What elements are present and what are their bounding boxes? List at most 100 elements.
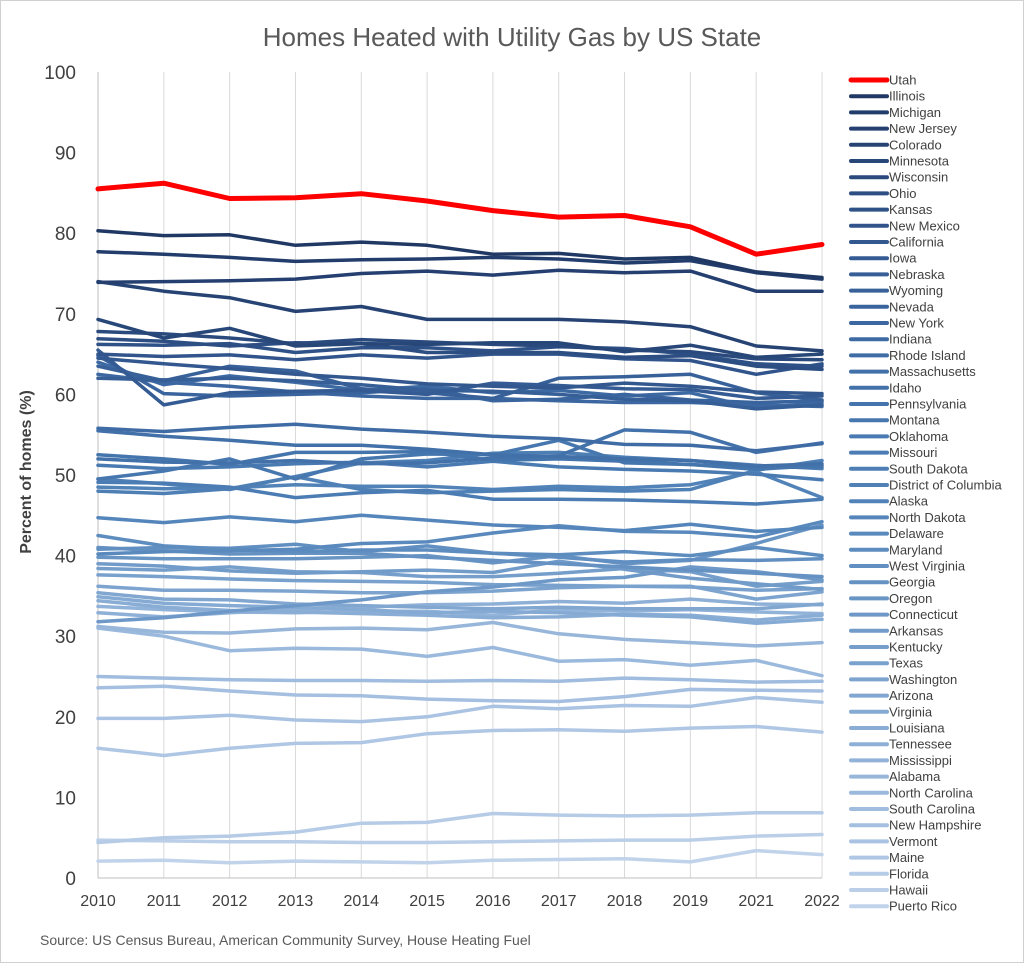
legend-entry: South Dakota bbox=[889, 461, 969, 476]
series-line-michigan bbox=[96, 249, 824, 281]
series-line-hawaii bbox=[96, 832, 824, 845]
series-line-missouri bbox=[96, 480, 824, 506]
legend-entry: Wyoming bbox=[889, 283, 943, 298]
legend-entry: California bbox=[889, 235, 945, 250]
y-tick-label: 20 bbox=[55, 708, 76, 729]
series-line-vermont bbox=[96, 695, 824, 724]
legend-entry: New Mexico bbox=[889, 218, 960, 233]
legend-entry: North Dakota bbox=[889, 510, 966, 525]
x-tick-label: 2017 bbox=[541, 893, 577, 910]
series-line-utah bbox=[95, 180, 825, 257]
legend-entry: Montana bbox=[889, 413, 940, 428]
series-line-florida bbox=[96, 810, 824, 845]
legend-entry: District of Columbia bbox=[889, 478, 1002, 493]
series-line-virginia bbox=[96, 594, 824, 626]
series-line-massachusetts bbox=[96, 428, 824, 468]
series-line-nebraska bbox=[96, 376, 824, 411]
legend-entry: Colorado bbox=[889, 137, 942, 152]
series-line-louisiana bbox=[96, 598, 824, 622]
legend-entry: Maine bbox=[889, 850, 924, 865]
axes: 0 10 20 30 40 50 60 70 80 90 100 2010 2011 2012 2013 20… bbox=[44, 63, 840, 910]
series-line-connecticut bbox=[96, 565, 824, 624]
legend-entry: North Carolina bbox=[889, 785, 974, 800]
legend-entry: Texas bbox=[889, 656, 923, 671]
legend-entry: Missouri bbox=[889, 445, 938, 460]
legend-entry: Delaware bbox=[889, 526, 944, 541]
legend-entry: New Jersey bbox=[889, 121, 957, 136]
legend-entry: Indiana bbox=[889, 332, 932, 347]
x-tick-label: 2015 bbox=[409, 893, 445, 910]
legend-entry: New Hampshire bbox=[889, 818, 981, 833]
legend-entry: Alabama bbox=[889, 769, 941, 784]
y-tick-label: 80 bbox=[55, 224, 76, 245]
series-line-minnesota bbox=[96, 317, 824, 360]
source-note: Source: US Census Bureau, American Commu… bbox=[40, 932, 531, 948]
series-line-georgia bbox=[96, 545, 824, 579]
legend-entry: Oregon bbox=[889, 591, 932, 606]
x-tick-label: 2010 bbox=[80, 893, 116, 910]
legend-entry: Minnesota bbox=[889, 154, 950, 169]
legend-entry: Connecticut bbox=[889, 607, 958, 622]
y-tick-label: 30 bbox=[55, 627, 76, 648]
series-line-illinois bbox=[96, 229, 824, 280]
x-tick-label: 2021 bbox=[738, 893, 774, 910]
y-axis-label: Percent of homes (%) bbox=[18, 390, 35, 554]
series-line-kentucky bbox=[96, 565, 824, 588]
series-line-oklahoma bbox=[96, 459, 824, 482]
legend-entry: Rhode Island bbox=[889, 348, 966, 363]
legend-entry: Hawaii bbox=[889, 883, 928, 898]
y-tick-label: 50 bbox=[55, 466, 76, 487]
legend-entry: Georgia bbox=[889, 575, 936, 590]
legend-entry: Puerto Rico bbox=[889, 899, 957, 914]
legend-entry: Virginia bbox=[889, 704, 933, 719]
legend-entry: Vermont bbox=[889, 834, 938, 849]
series-lines bbox=[95, 180, 825, 865]
y-tick-label: 0 bbox=[65, 869, 76, 890]
legend-entry: West Virginia bbox=[889, 559, 966, 574]
series-line-california bbox=[96, 356, 824, 396]
legend-entry: South Carolina bbox=[889, 802, 976, 817]
x-tick-label: 2018 bbox=[607, 893, 643, 910]
legend-entry: Mississippi bbox=[889, 753, 952, 768]
chart-title: Homes Heated with Utility Gas by US Stat… bbox=[263, 22, 762, 52]
legend-entry: Kansas bbox=[889, 202, 933, 217]
x-tick-label: 2016 bbox=[475, 893, 511, 910]
legend-entry: Wisconsin bbox=[889, 170, 948, 185]
legend-entry: Idaho bbox=[889, 380, 922, 395]
series-line-north-carolina bbox=[96, 626, 824, 678]
y-tick-label: 90 bbox=[55, 144, 76, 165]
x-tick-label: 2012 bbox=[212, 893, 248, 910]
y-tick-label: 10 bbox=[55, 788, 76, 809]
legend-entry: Oklahoma bbox=[889, 429, 949, 444]
y-tick-label: 100 bbox=[44, 63, 76, 84]
x-tick-label: 2022 bbox=[804, 893, 840, 910]
legend-entry: Alaska bbox=[889, 494, 929, 509]
y-tick-label: 60 bbox=[55, 385, 76, 406]
legend-entry: Nevada bbox=[889, 299, 935, 314]
series-line-new-jersey bbox=[96, 268, 824, 293]
series-line-texas bbox=[96, 573, 824, 593]
legend-entry: Pennsylvania bbox=[889, 397, 967, 412]
series-line-delaware bbox=[96, 519, 824, 556]
legend-entry: Maryland bbox=[889, 542, 942, 557]
series-line-rhode-island bbox=[96, 422, 824, 453]
series-line-idaho bbox=[96, 428, 824, 466]
series-line-alabama bbox=[96, 620, 824, 648]
x-tick-label: 2011 bbox=[147, 893, 182, 910]
legend-entry: Kentucky bbox=[889, 640, 943, 655]
legend-entry: Nebraska bbox=[889, 267, 945, 282]
legend-entry: Utah bbox=[889, 73, 916, 88]
legend-entry: Ohio bbox=[889, 186, 916, 201]
series-line-maryland bbox=[96, 533, 824, 558]
series-line-arkansas bbox=[96, 559, 824, 592]
series-line-south-carolina bbox=[96, 674, 824, 684]
series-line-new-mexico bbox=[96, 352, 824, 377]
legend-entry: Arizona bbox=[889, 688, 934, 703]
series-line-new-hampshire bbox=[96, 684, 824, 704]
series-line-arizona bbox=[96, 590, 824, 611]
legend-entry: Arkansas bbox=[889, 623, 944, 638]
legend-entry: New York bbox=[889, 316, 944, 331]
x-tick-label: 2014 bbox=[343, 893, 379, 910]
series-line-ohio bbox=[96, 337, 824, 372]
